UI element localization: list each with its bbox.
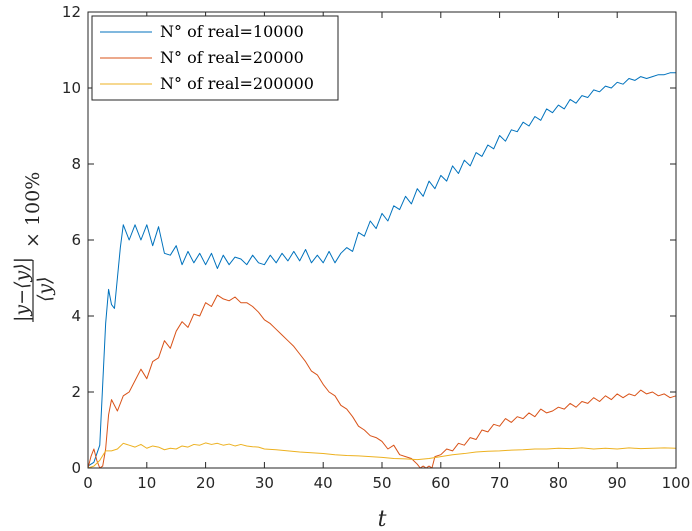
y-tick-label: 12: [62, 3, 81, 21]
x-tick-label: 10: [137, 474, 156, 492]
x-tick-label: 0: [83, 474, 93, 492]
y-axis-label: |y−⟨y⟩| ⟨y⟩ × 100%: [11, 172, 56, 322]
ticks-layer: 0 10 20 30 40 50 60 70 80 90 100 0 2 4 6 8 10 12: [62, 3, 690, 492]
x-tick-label: 100: [662, 474, 691, 492]
x-tick-label: 40: [314, 474, 333, 492]
y-tick-label: 0: [71, 459, 81, 477]
legend-label-1: N° of real=10000: [160, 22, 304, 41]
series-line-3: [87, 442, 677, 469]
legend-label-2: N° of real=20000: [160, 48, 304, 67]
series-line-2: [87, 294, 677, 469]
x-tick-label: 20: [196, 474, 215, 492]
y-label-multiplier: × 100%: [22, 172, 44, 248]
series-layer: [87, 72, 677, 469]
y-tick-label: 6: [71, 231, 81, 249]
x-tick-label: 60: [431, 474, 450, 492]
x-tick-label: 30: [255, 474, 274, 492]
y-label-numerator: |y−⟨y⟩|: [11, 257, 33, 322]
y-label-denominator: ⟨y⟩: [34, 276, 56, 302]
x-axis-label: t: [378, 507, 387, 531]
x-tick-label: 90: [608, 474, 627, 492]
series-line-1: [87, 72, 676, 467]
x-tick-label: 50: [372, 474, 391, 492]
legend-label-3: N° of real=200000: [160, 74, 314, 93]
y-tick-label: 10: [62, 79, 81, 97]
y-tick-label: 8: [71, 155, 81, 173]
x-tick-label: 70: [490, 474, 509, 492]
y-tick-label: 2: [71, 383, 81, 401]
legend: N° of real=10000 N° of real=20000 N° of …: [91, 15, 339, 101]
y-tick-label: 4: [71, 307, 81, 325]
x-tick-label: 80: [549, 474, 568, 492]
